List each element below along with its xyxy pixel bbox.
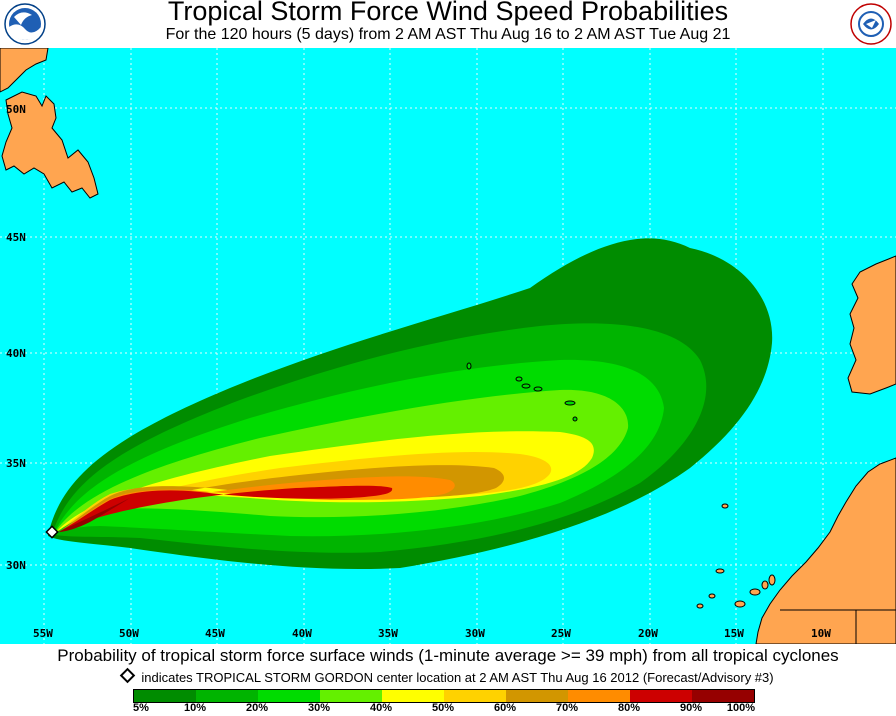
canary-islands: [696, 503, 776, 609]
legend-label: 70%: [555, 702, 579, 714]
map-caption: Probability of tropical storm force surf…: [57, 646, 839, 665]
noaa-logo: [4, 3, 46, 45]
nws-logo: [850, 3, 892, 45]
legend-label: 10%: [183, 702, 207, 714]
legend-label: 5%: [133, 702, 149, 714]
lon-label-25w: 25W: [551, 627, 571, 640]
legend-label: 20%: [245, 702, 269, 714]
lon-label-10w: 10W: [811, 627, 831, 640]
lat-label-35n: 35N: [6, 457, 26, 470]
lon-label-50w: 50W: [119, 627, 139, 640]
map-graphic: [0, 48, 896, 644]
newfoundland-land: [0, 48, 99, 199]
legend-label: 100%: [726, 702, 756, 714]
lon-label-35w: 35W: [378, 627, 398, 640]
probability-map: 50N 45N 40N 35N 30N 55W 50W 45W 40W 35W …: [0, 48, 896, 644]
legend-label: 50%: [431, 702, 455, 714]
legend-swatch: [258, 690, 320, 702]
legend-swatch: [444, 690, 506, 702]
iberia-land: [847, 255, 896, 395]
lat-label-45n: 45N: [6, 231, 26, 244]
legend-label: 80%: [617, 702, 641, 714]
lon-label-45w: 45W: [205, 627, 225, 640]
legend-swatch: [320, 690, 382, 702]
storm-note: indicates TROPICAL STORM GORDON center l…: [0, 667, 896, 685]
diamond-icon: [120, 667, 136, 684]
legend-swatch: [134, 690, 196, 702]
legend-swatch: [568, 690, 630, 702]
storm-note-text: indicates TROPICAL STORM GORDON center l…: [141, 670, 774, 685]
legend-swatch: [196, 690, 258, 702]
legend-swatch: [630, 690, 692, 702]
legend-label: 90%: [679, 702, 703, 714]
legend-swatch: [692, 690, 754, 702]
legend-labels: 5% 10% 20% 30% 40% 50% 60% 70% 80% 90% 100%: [0, 702, 896, 716]
color-legend: [133, 689, 755, 703]
lat-label-30n: 30N: [6, 559, 26, 572]
probability-contours: [48, 238, 773, 569]
lat-label-40n: 40N: [6, 347, 26, 360]
lon-label-20w: 20W: [638, 627, 658, 640]
storm-center-marker: [45, 525, 59, 539]
header: Tropical Storm Force Wind Speed Probabil…: [0, 0, 896, 48]
azores-islands: [466, 362, 578, 422]
legend-swatch: [506, 690, 568, 702]
legend-swatch: [382, 690, 444, 702]
legend-label: 60%: [493, 702, 517, 714]
lon-label-40w: 40W: [292, 627, 312, 640]
map-subtitle: For the 120 hours (5 days) from 2 AM AST…: [165, 26, 731, 43]
legend-label: 30%: [307, 702, 331, 714]
africa-land: [755, 457, 896, 644]
lat-label-50n: 50N: [6, 103, 26, 116]
lon-label-55w: 55W: [33, 627, 53, 640]
legend-label: 40%: [369, 702, 393, 714]
lon-label-15w: 15W: [724, 627, 744, 640]
map-title: Tropical Storm Force Wind Speed Probabil…: [167, 0, 729, 26]
lon-label-30w: 30W: [465, 627, 485, 640]
